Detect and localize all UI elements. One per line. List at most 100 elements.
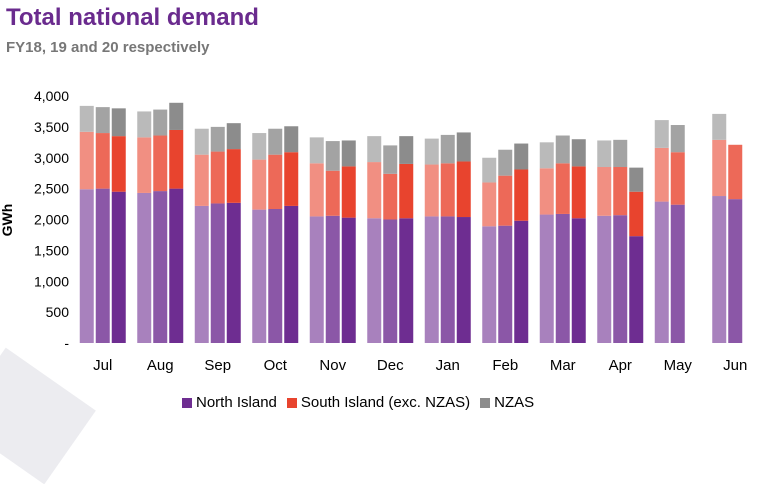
bar-sep-fy20-south-island-exc-nzas- [227,149,241,203]
y-tick-label: - [64,335,69,351]
x-tick-label: Jun [723,357,747,374]
x-tick-label: Nov [319,357,346,374]
y-tick-label: 1,000 [34,273,69,289]
x-tick-label: Oct [264,357,288,374]
bar-oct-fy18-nzas [252,133,266,160]
y-axis-label: GWh [0,204,15,237]
bar-may-fy18-south-island-exc-nzas- [655,148,669,202]
bar-may-fy19-south-island-exc-nzas- [671,152,685,204]
y-tick-label: 500 [46,304,70,320]
stacked-bar-chart: -5001,0001,5002,0002,5003,0003,5004,000G… [0,0,773,421]
x-tick-label: May [664,357,693,374]
x-tick-label: Apr [609,357,632,374]
bar-feb-fy20-north-island [514,221,528,343]
bar-oct-fy19-north-island [268,209,282,343]
bar-aug-fy18-north-island [137,193,151,343]
bar-oct-fy20-nzas [284,126,298,152]
bar-mar-fy18-north-island [540,215,554,343]
bar-jan-fy18-south-island-exc-nzas- [425,165,439,217]
bar-apr-fy20-nzas [629,168,643,192]
x-tick-label: Jan [436,357,460,374]
bar-mar-fy19-nzas [556,136,570,164]
bar-jan-fy18-north-island [425,216,439,343]
bar-may-fy18-nzas [655,120,669,148]
bar-jan-fy19-south-island-exc-nzas- [441,163,455,216]
bar-dec-fy20-south-island-exc-nzas- [399,164,413,218]
legend-item-south-island: South Island (exc. NZAS) [287,394,470,411]
bar-jun-fy19-north-island [728,199,742,343]
bar-may-fy19-north-island [671,205,685,343]
bar-oct-fy18-south-island-exc-nzas- [252,160,266,210]
bar-jun-fy18-nzas [712,114,726,140]
bar-oct-fy20-south-island-exc-nzas- [284,152,298,206]
bar-feb-fy19-south-island-exc-nzas- [498,176,512,226]
bar-may-fy18-north-island [655,202,669,343]
bar-aug-fy19-south-island-exc-nzas- [153,136,167,192]
bar-apr-fy19-nzas [613,140,627,167]
bar-mar-fy19-south-island-exc-nzas- [556,163,570,214]
bar-jul-fy18-nzas [80,106,94,132]
bar-jul-fy19-nzas [96,107,110,133]
bar-feb-fy18-nzas [482,158,496,183]
bar-mar-fy18-south-island-exc-nzas- [540,168,554,214]
bar-feb-fy19-nzas [498,150,512,176]
y-tick-label: 2,000 [34,212,69,228]
x-tick-label: Feb [492,357,518,374]
bar-aug-fy19-nzas [153,110,167,136]
bar-feb-fy19-north-island [498,226,512,343]
bar-sep-fy18-north-island [195,206,209,343]
bar-nov-fy20-north-island [342,218,356,343]
y-tick-label: 2,500 [34,181,69,197]
bar-oct-fy19-nzas [268,129,282,155]
bar-apr-fy20-south-island-exc-nzas- [629,192,643,236]
bar-nov-fy20-south-island-exc-nzas- [342,166,356,217]
y-tick-label: 4,000 [34,88,69,104]
bar-feb-fy20-south-island-exc-nzas- [514,169,528,220]
bar-nov-fy19-nzas [326,141,340,171]
bar-jan-fy19-nzas [441,135,455,163]
bar-apr-fy18-nzas [597,140,611,167]
bar-nov-fy19-north-island [326,216,340,343]
bar-nov-fy18-south-island-exc-nzas- [310,163,324,216]
bar-dec-fy20-nzas [399,136,413,164]
bar-jul-fy18-north-island [80,189,94,343]
y-tick-label: 1,500 [34,242,69,258]
bar-dec-fy19-south-island-exc-nzas- [383,174,397,220]
bar-dec-fy20-north-island [399,218,413,343]
bar-apr-fy19-north-island [613,215,627,343]
bar-sep-fy20-north-island [227,203,241,343]
bar-dec-fy19-nzas [383,145,397,173]
bar-oct-fy18-north-island [252,210,266,343]
bar-dec-fy18-south-island-exc-nzas- [367,162,381,218]
bar-apr-fy18-north-island [597,216,611,343]
bar-aug-fy18-nzas [137,111,151,137]
bar-jun-fy18-south-island-exc-nzas- [712,140,726,196]
bar-jun-fy18-north-island [712,196,726,343]
legend-label-south-island: South Island (exc. NZAS) [301,394,470,411]
bar-jan-fy19-north-island [441,216,455,343]
bar-oct-fy20-north-island [284,206,298,343]
bar-nov-fy19-south-island-exc-nzas- [326,171,340,216]
legend-label-north-island: North Island [196,394,277,411]
bar-mar-fy20-south-island-exc-nzas- [572,166,586,218]
bar-jan-fy18-nzas [425,139,439,165]
bar-jun-fy19-south-island-exc-nzas- [728,145,742,199]
legend-swatch-south-island [287,398,297,408]
bar-jan-fy20-north-island [457,217,471,343]
bar-dec-fy18-north-island [367,218,381,343]
x-tick-label: Mar [550,357,576,374]
x-tick-label: Aug [147,357,174,374]
legend-swatch-nzas [480,398,490,408]
bar-sep-fy19-north-island [211,203,225,343]
legend: North Island South Island (exc. NZAS) NZ… [182,394,544,411]
bar-feb-fy18-north-island [482,226,496,343]
bar-jul-fy20-north-island [112,192,126,343]
bar-aug-fy20-south-island-exc-nzas- [169,130,183,189]
legend-swatch-north-island [182,398,192,408]
bar-sep-fy18-south-island-exc-nzas- [195,155,209,206]
bar-jan-fy20-nzas [457,132,471,161]
bar-aug-fy20-north-island [169,189,183,343]
bar-sep-fy19-south-island-exc-nzas- [211,152,225,204]
bar-apr-fy20-north-island [629,236,643,343]
bar-mar-fy18-nzas [540,142,554,168]
